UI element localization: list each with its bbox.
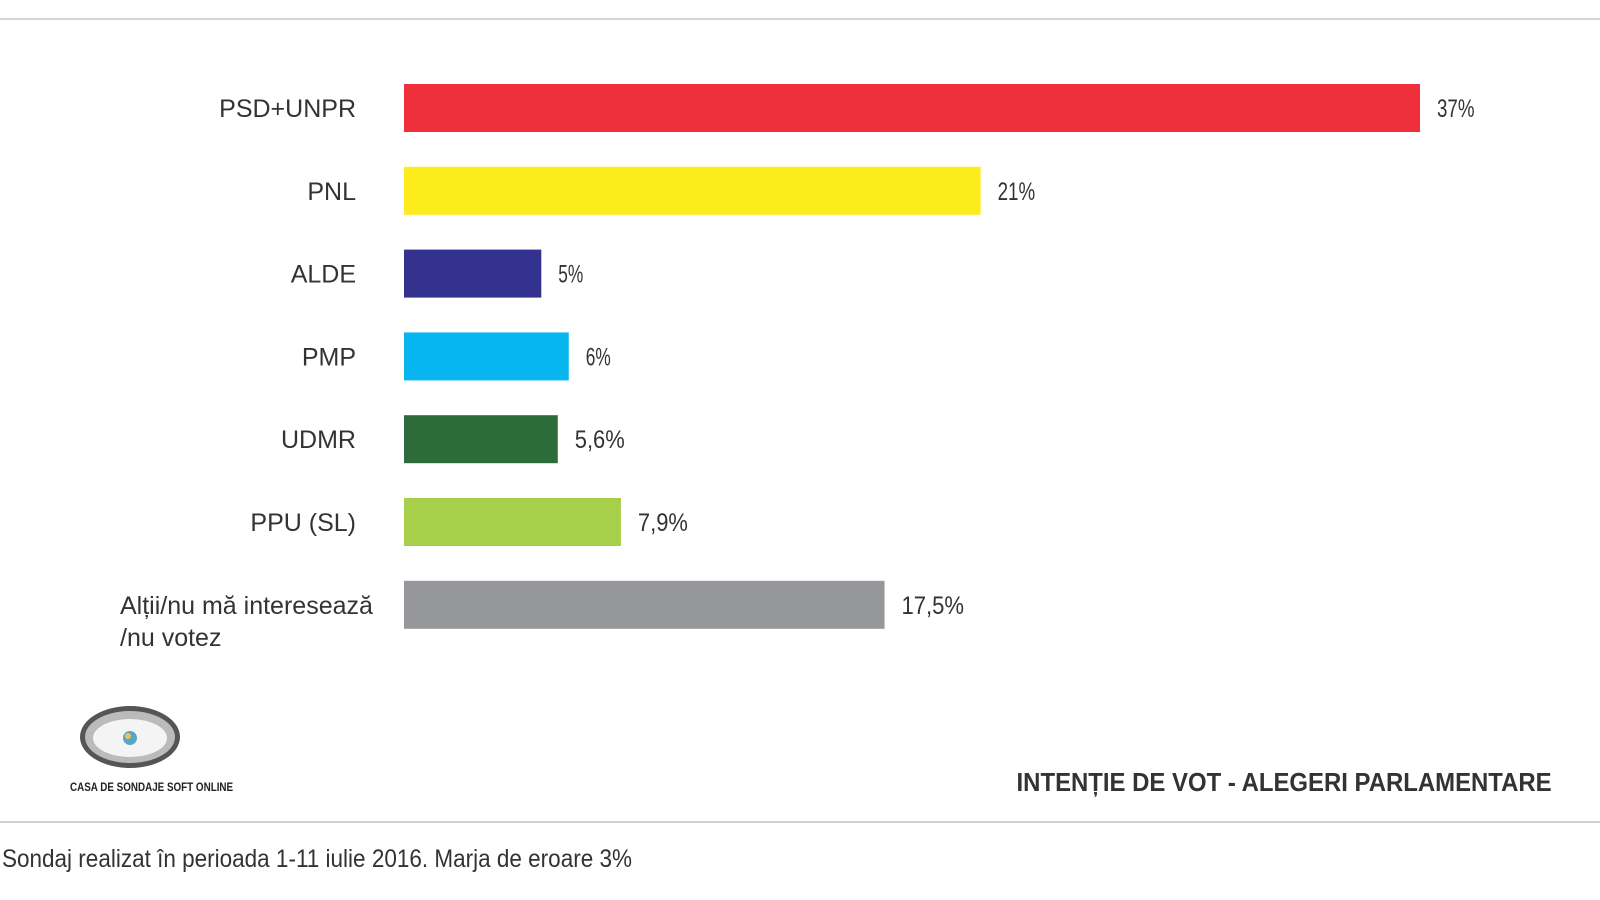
- bar-chart: 37% PSD+UNPR 21% PNL 5% ALDE 6% PMP 5,6% UDMR 7,9%…: [120, 84, 1475, 652]
- bar: [404, 498, 621, 546]
- data-label: 6%: [586, 343, 611, 371]
- bar: [404, 166, 981, 215]
- logo-text: CASA DE SONDAJE SOFT ONLINE: [70, 780, 234, 794]
- bar: [404, 415, 558, 464]
- top-divider: [0, 18, 1600, 20]
- bar: [404, 580, 885, 629]
- data-label: 17,5%: [902, 592, 965, 620]
- bar: [404, 84, 1420, 132]
- data-label: 5%: [558, 261, 583, 289]
- footer-note: Sondaj realizat în perioada 1-11 iulie 2…: [2, 845, 632, 873]
- category-label: PSD+UNPR: [219, 95, 356, 123]
- data-label: 21%: [998, 178, 1036, 206]
- category-label: PPU (SL): [250, 509, 356, 537]
- bar: [404, 249, 542, 298]
- data-label: 5,6%: [575, 426, 625, 454]
- category-label: Alții/nu mă interesează: [120, 592, 373, 620]
- category-label: /nu votez: [120, 624, 221, 652]
- pollster-logo: CASA DE SONDAJE SOFT ONLINE: [70, 700, 240, 800]
- category-label: ALDE: [291, 261, 356, 289]
- data-label: 7,9%: [638, 509, 688, 537]
- data-label: 37%: [1437, 95, 1475, 123]
- eye-logo-icon: [80, 706, 180, 768]
- bar: [404, 332, 569, 381]
- category-label: PMP: [302, 343, 356, 371]
- category-label: PNL: [307, 178, 356, 206]
- category-label: UDMR: [281, 426, 356, 454]
- chart-title: INTENȚIE DE VOT - ALEGERI PARLAMENTARE: [1016, 767, 1552, 797]
- bottom-divider: [0, 821, 1600, 823]
